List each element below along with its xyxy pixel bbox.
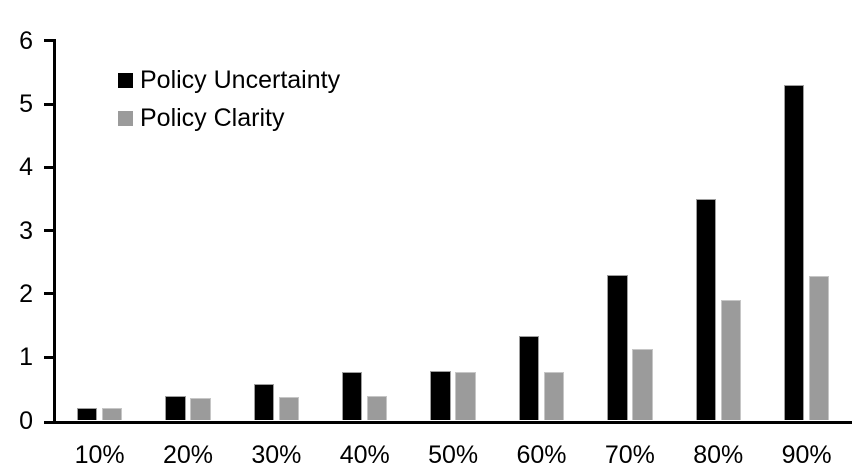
x-axis-tick-label: 30%: [251, 441, 302, 469]
bar-policy-uncertainty-30pct: [253, 384, 275, 421]
x-axis-tick-label: 60%: [516, 441, 567, 469]
y-axis-tick-mark: [44, 102, 56, 106]
x-axis-tick-label: 50%: [428, 441, 479, 469]
bar-policy-clarity-40pct: [366, 396, 388, 421]
bar-policy-clarity-30pct: [278, 397, 300, 421]
bar-policy-clarity-70pct: [632, 348, 653, 421]
bar-policy-clarity-60pct: [543, 372, 565, 421]
x-axis-tick-label: 20%: [162, 441, 213, 469]
y-axis-tick-label: 0: [19, 406, 33, 435]
bar-policy-clarity-10pct: [101, 408, 123, 421]
bar-policy-clarity-20pct: [190, 397, 211, 421]
y-axis-tick-label: 3: [19, 216, 33, 245]
y-axis-tick-label: 5: [19, 90, 33, 118]
legend-label-policy-clarity: Policy Clarity: [140, 104, 285, 132]
y-axis-tick-mark: [44, 165, 56, 169]
x-axis-tick-label: 10%: [74, 441, 125, 469]
bar-policy-uncertainty-60pct: [518, 336, 540, 421]
bar-policy-clarity-80pct: [720, 300, 741, 421]
y-axis-tick-label: 6: [19, 26, 33, 55]
y-axis-tick-label: 1: [19, 343, 33, 372]
legend: Policy Uncertainty Policy Clarity: [118, 66, 340, 132]
bar-policy-uncertainty-70pct: [607, 274, 628, 421]
x-axis-tick-label: 90%: [781, 441, 832, 469]
legend-swatch-policy-clarity: [118, 110, 133, 126]
bar-policy-uncertainty-10pct: [76, 407, 98, 421]
bar-policy-clarity-50pct: [455, 372, 476, 421]
bar-policy-uncertainty-20pct: [165, 396, 186, 421]
y-axis-tick-mark: [44, 39, 56, 43]
x-axis-tick-label: 80%: [693, 441, 744, 469]
legend-item-policy-clarity: Policy Clarity: [118, 104, 340, 132]
y-axis-tick-mark: [44, 229, 56, 233]
x-axis-line: [44, 420, 852, 424]
x-axis-tick-label: 40%: [339, 441, 390, 469]
bar-policy-uncertainty-80pct: [695, 198, 716, 421]
bar-policy-uncertainty-90pct: [783, 85, 805, 421]
bar-policy-uncertainty-50pct: [430, 371, 451, 421]
y-axis-tick-mark: [44, 292, 56, 296]
y-axis-tick-label: 2: [19, 279, 33, 308]
x-axis-tick-label: 70%: [604, 441, 655, 469]
legend-label-policy-uncertainty: Policy Uncertainty: [140, 66, 341, 94]
bar-policy-uncertainty-40pct: [341, 372, 363, 421]
y-axis-tick-mark: [44, 355, 56, 359]
legend-item-policy-uncertainty: Policy Uncertainty: [118, 66, 340, 94]
bar-policy-clarity-90pct: [808, 276, 830, 421]
y-axis-tick-label: 4: [19, 153, 33, 182]
legend-swatch-policy-uncertainty: [118, 72, 133, 88]
